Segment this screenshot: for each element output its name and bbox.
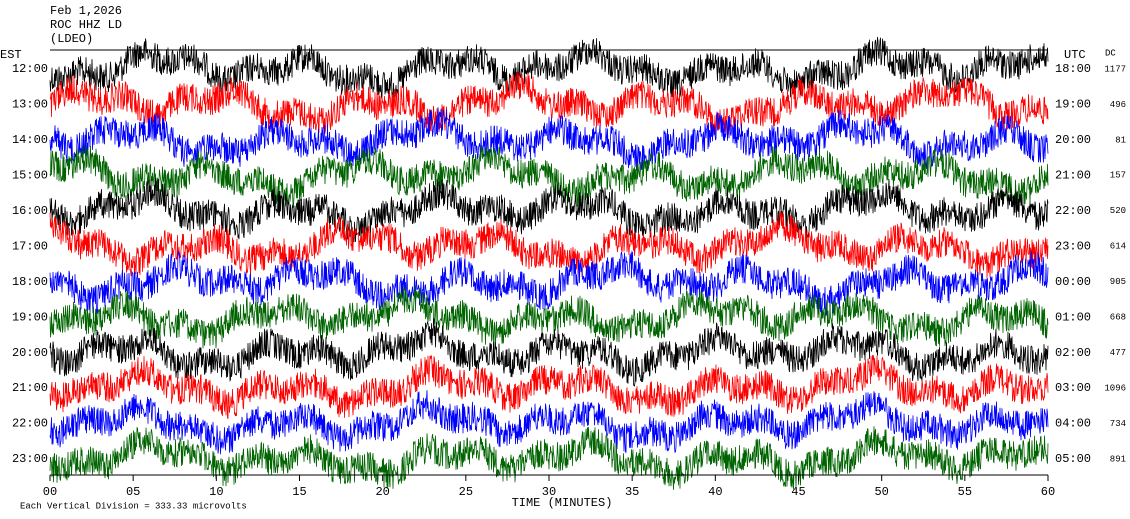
- utc-label: 20:00: [1055, 133, 1091, 147]
- est-label: 16:00: [12, 204, 48, 218]
- utc-label: 02:00: [1055, 346, 1091, 360]
- x-tick-label: 05: [126, 485, 140, 499]
- utc-label: 05:00: [1055, 452, 1091, 466]
- trace: [49, 145, 1049, 209]
- x-tick-label: 50: [874, 485, 888, 499]
- trace: [49, 177, 1049, 243]
- utc-label: 01:00: [1055, 310, 1091, 324]
- title: Feb 1,2026: [50, 4, 122, 18]
- x-tick-label: 40: [708, 485, 722, 499]
- est-label: 23:00: [12, 452, 48, 466]
- trace: [49, 285, 1049, 349]
- trace: [49, 390, 1049, 455]
- source: (LDEO): [50, 32, 93, 46]
- footnote: Each Vertical Division = 333.33 microvol…: [20, 501, 247, 511]
- dc-value: 157: [1110, 171, 1126, 181]
- utc-label: 03:00: [1055, 381, 1091, 395]
- trace: [49, 71, 1049, 136]
- est-label: 22:00: [12, 417, 48, 431]
- traces: [49, 36, 1049, 490]
- dc-value: 496: [1110, 100, 1126, 110]
- x-tick-label: 15: [292, 485, 306, 499]
- x-tick-label: 45: [791, 485, 805, 499]
- x-tick-label: 10: [209, 485, 223, 499]
- trace: [49, 107, 1049, 173]
- trace: [49, 211, 1049, 279]
- trace: [49, 318, 1049, 387]
- utc-label: 04:00: [1055, 417, 1091, 431]
- dc-value: 668: [1110, 313, 1126, 323]
- x-tick-label: 25: [459, 485, 473, 499]
- x-tick-label: 60: [1041, 485, 1055, 499]
- dc-value: 614: [1110, 242, 1126, 252]
- trace: [49, 36, 1049, 101]
- utc-label: 23:00: [1055, 239, 1091, 253]
- utc-label: 19:00: [1055, 98, 1091, 112]
- est-label: 12:00: [12, 62, 48, 76]
- est-label: 21:00: [12, 381, 48, 395]
- x-tick-label: 00: [43, 485, 57, 499]
- est-label: 13:00: [12, 98, 48, 112]
- est-label: 20:00: [12, 346, 48, 360]
- utc-label: 00:00: [1055, 275, 1091, 289]
- utc-label: 21:00: [1055, 169, 1091, 183]
- dc-value: 81: [1115, 135, 1126, 145]
- est-label: 18:00: [12, 275, 48, 289]
- station: ROC HHZ LD: [50, 18, 122, 32]
- est-label: 17:00: [12, 239, 48, 253]
- dc-value: 477: [1110, 348, 1126, 358]
- dc-label: DC: [1105, 48, 1116, 58]
- x-tick-label: 20: [375, 485, 389, 499]
- dc-value: 734: [1110, 419, 1126, 429]
- utc-label: 18:00: [1055, 62, 1091, 76]
- dc-value: 1096: [1104, 383, 1126, 393]
- dc-value: 520: [1110, 206, 1126, 216]
- dc-value: 905: [1110, 277, 1126, 287]
- est-label: 19:00: [12, 310, 48, 324]
- x-axis-label: TIME (MINUTES): [512, 496, 613, 510]
- x-tick-label: 35: [625, 485, 639, 499]
- trace: [49, 426, 1049, 490]
- x-tick-label: 30: [542, 485, 556, 499]
- est-label: 15:00: [12, 169, 48, 183]
- right-axis-label: UTC: [1064, 48, 1086, 62]
- dc-value: 1177: [1104, 64, 1126, 74]
- trace: [49, 250, 1049, 317]
- left-axis-label: EST: [0, 48, 22, 62]
- dc-value: 891: [1110, 454, 1126, 464]
- x-tick-label: 55: [958, 485, 972, 499]
- utc-label: 22:00: [1055, 204, 1091, 218]
- trace: [49, 355, 1049, 419]
- est-label: 14:00: [12, 133, 48, 147]
